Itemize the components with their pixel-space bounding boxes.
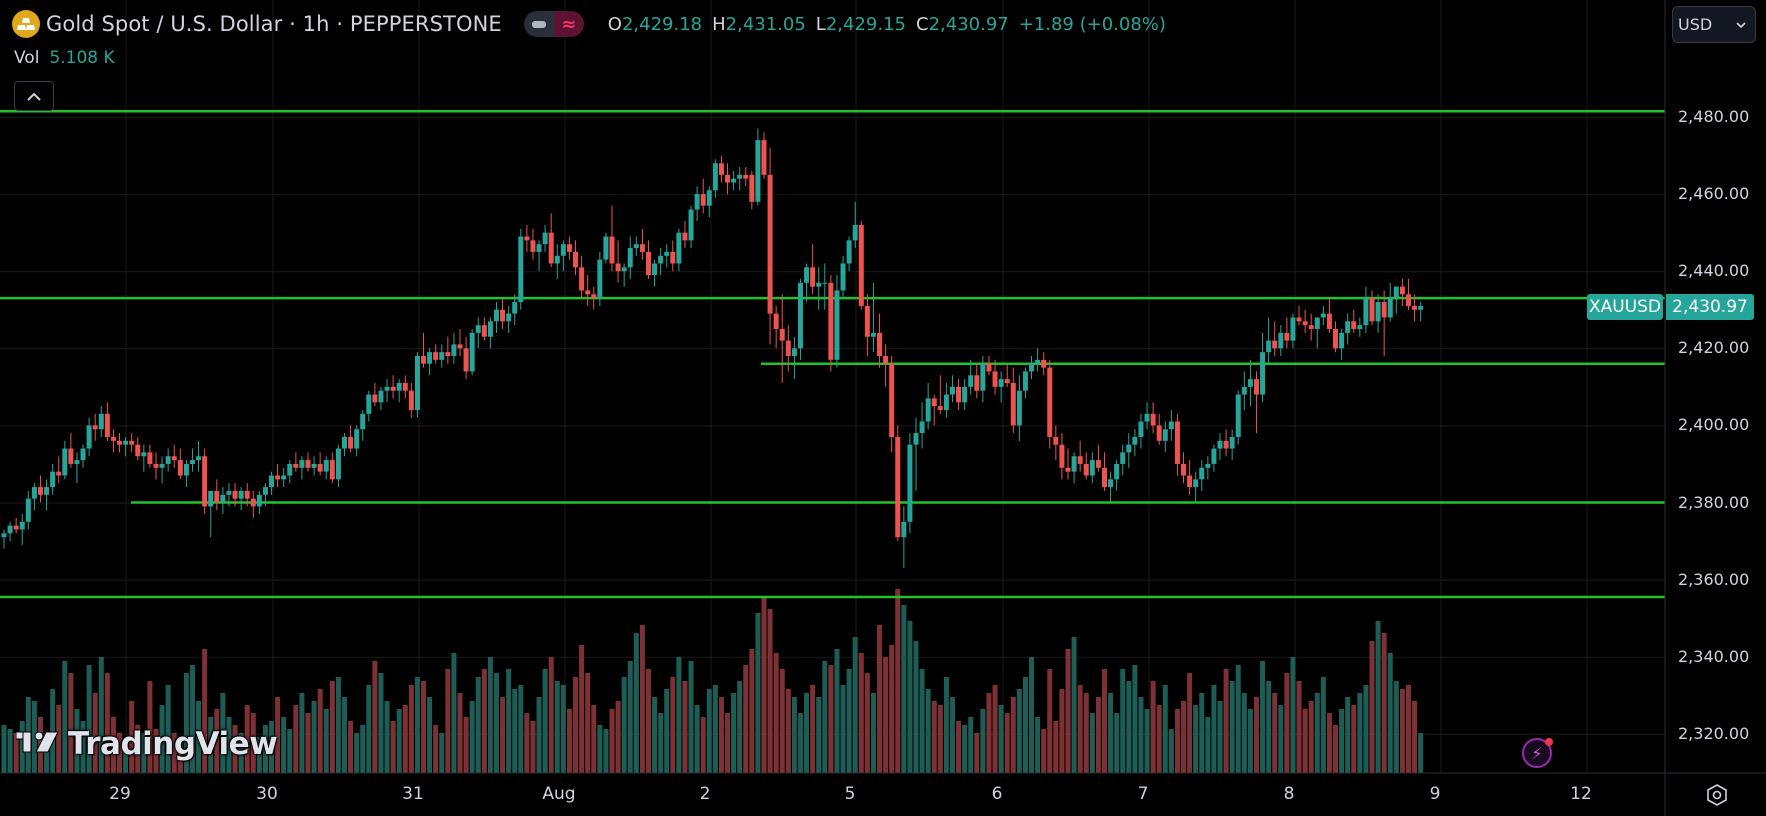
last-price-symbol-tag: XAUUSD bbox=[1587, 294, 1663, 320]
time-tick-label: 31 bbox=[402, 784, 424, 804]
time-tick-label: 30 bbox=[256, 784, 278, 804]
price-tick-label: 2,420.00 bbox=[1678, 338, 1750, 358]
price-tick-label: 2,440.00 bbox=[1678, 261, 1750, 281]
high-value: 2,431.05 bbox=[725, 13, 806, 35]
time-tick-label: 12 bbox=[1570, 784, 1592, 804]
volume-label[interactable]: Vol bbox=[14, 48, 40, 68]
price-tick-label: 2,360.00 bbox=[1678, 569, 1750, 589]
time-tick-label: 2 bbox=[699, 784, 711, 804]
open-label: O bbox=[607, 13, 622, 35]
tradingview-mark-icon bbox=[15, 727, 60, 762]
price-tick-label: 2,400.00 bbox=[1678, 415, 1750, 435]
price-tick-label: 2,380.00 bbox=[1678, 492, 1750, 512]
change-value: +1.89 (+0.08%) bbox=[1018, 13, 1166, 35]
price-tick-label: 2,340.00 bbox=[1678, 646, 1750, 666]
open-value: 2,429.18 bbox=[621, 13, 703, 35]
ohlc-values: O2,429.18 H2,431.05 L2,429.15 C2,430.97 … bbox=[608, 14, 1166, 35]
minus-icon[interactable] bbox=[523, 11, 554, 37]
volume-value: 5.108 K bbox=[49, 48, 115, 68]
time-tick-label: 6 bbox=[991, 784, 1003, 804]
chevron-up-icon bbox=[27, 92, 41, 101]
candlesticks bbox=[1, 128, 1424, 569]
tradingview-wordmark: TradingView bbox=[68, 726, 278, 762]
time-tick-label: 5 bbox=[844, 784, 856, 804]
time-tick-label: 9 bbox=[1429, 784, 1441, 804]
close-value: 2,430.97 bbox=[928, 13, 1009, 35]
notification-dot bbox=[1545, 738, 1553, 746]
close-label: C bbox=[915, 13, 929, 35]
time-tick-label: 7 bbox=[1137, 784, 1149, 804]
price-tick-label: 2,320.00 bbox=[1678, 723, 1750, 743]
wave-icon[interactable]: ≈ bbox=[553, 11, 584, 37]
time-tick-label: Aug bbox=[542, 784, 576, 804]
chart-legend: Gold Spot / U.S. Dollar · 1h · PEPPERSTO… bbox=[12, 8, 1166, 40]
low-value: 2,429.15 bbox=[825, 13, 906, 35]
last-price-label: 2,430.97 bbox=[1666, 294, 1754, 320]
currency-selector[interactable]: USD bbox=[1672, 6, 1756, 43]
tradingview-logo[interactable]: TradingView bbox=[15, 726, 278, 762]
chart-grid bbox=[0, 0, 1665, 773]
collapse-legend-button[interactable] bbox=[14, 81, 54, 111]
time-tick-label: 8 bbox=[1283, 784, 1295, 804]
low-label: L bbox=[815, 13, 826, 35]
price-tick-label: 2,460.00 bbox=[1678, 184, 1750, 204]
chevron-down-icon bbox=[1736, 21, 1746, 28]
high-label: H bbox=[712, 13, 726, 35]
volume-legend: Vol 5.108 K bbox=[14, 48, 115, 68]
price-tick-label: 2,480.00 bbox=[1678, 107, 1750, 126]
symbol-title[interactable]: Gold Spot / U.S. Dollar · 1h · PEPPERSTO… bbox=[46, 12, 502, 36]
settings-gear-icon[interactable] bbox=[1703, 781, 1731, 809]
indicator-toggle-pill[interactable]: ≈ bbox=[523, 11, 584, 37]
currency-value: USD bbox=[1678, 15, 1713, 34]
gold-bars-icon bbox=[12, 10, 40, 38]
time-tick-label: 29 bbox=[109, 784, 131, 804]
